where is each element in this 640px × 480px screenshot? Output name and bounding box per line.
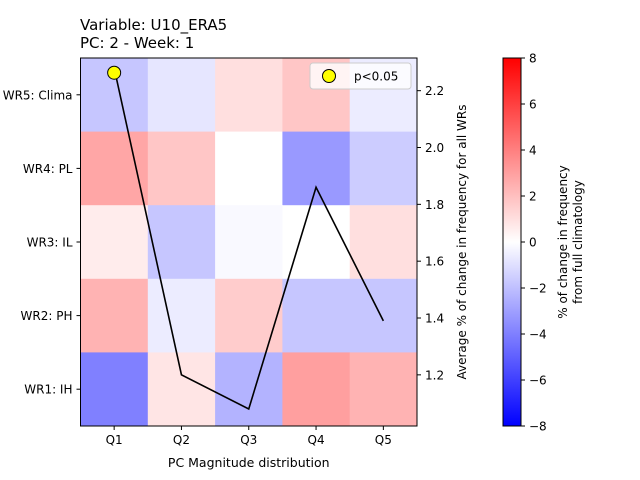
heatmap-cell (282, 205, 351, 280)
heatmap-cell (282, 131, 351, 206)
heatmap-cell (349, 205, 418, 280)
chart-title-line2: PC: 2 - Week: 1 (80, 34, 195, 52)
colorbar-tick-label: −4 (529, 328, 547, 342)
legend: p<0.05 (309, 62, 412, 90)
colorbar-tick-label: −6 (529, 374, 547, 388)
colorbar-tick-label: 8 (529, 52, 537, 66)
y2-tick-label: 1.6 (425, 255, 444, 269)
x-tick-label: Q2 (173, 433, 190, 447)
heatmap-cell (80, 131, 149, 206)
colorbar-tick-label: 6 (529, 98, 537, 112)
colorbar-tick-label: −8 (529, 420, 547, 434)
y2-tick-label: 2.2 (425, 84, 444, 98)
y-tick-label: WR4: PL (23, 162, 73, 176)
heatmap-cell (80, 352, 149, 427)
y2-tick-label: 2.0 (425, 141, 444, 155)
x-axis-label: PC Magnitude distribution (168, 455, 330, 470)
line-layer (113, 67, 385, 411)
heatmap-cell (147, 58, 216, 133)
average-change-line (113, 67, 385, 411)
heatmap-cell (349, 352, 418, 427)
heatmap-cell (215, 58, 283, 133)
axes-layer: Q1 Q2 Q3 Q4 Q5 PC Magnitude distribution WR5: … (3, 57, 469, 470)
heatmap-cell (282, 352, 351, 427)
heatmap-cell (147, 205, 216, 280)
colorbar-label-line1: % of change in frequency (556, 165, 570, 319)
colorbar-tick-label: 4 (529, 144, 537, 158)
colorbar-gradient (502, 57, 522, 427)
y2-axis-label: Average % of change in frequency for all… (455, 104, 469, 379)
heatmap-cell (215, 352, 283, 427)
colorbar-tick-label: 0 (529, 236, 537, 250)
heatmap-cell (147, 352, 216, 427)
x-tick-label: Q4 (308, 433, 325, 447)
significance-marker (107, 65, 122, 80)
heatmap-cell (147, 131, 216, 206)
y-tick-label: WR1: IH (24, 383, 72, 397)
colorbar: −8 −6 −4 −2 0 2 4 6 8 % of change in frequency fro… (502, 52, 585, 434)
legend-box (309, 62, 412, 90)
y-tick-label: WR2: PH (21, 309, 73, 323)
y-tick-label: WR3: IL (27, 236, 73, 250)
heatmap-cell (80, 205, 149, 280)
heatmap-cell (215, 131, 283, 206)
x-tick-label: Q1 (106, 433, 123, 447)
heatmap-cell (349, 131, 418, 206)
heatmap-cell (282, 278, 351, 353)
heatmap-cell (215, 205, 283, 280)
heatmap-cell (147, 278, 216, 353)
chart-title-line1: Variable: U10_ERA5 (80, 16, 228, 34)
heatmap-cell (349, 278, 418, 353)
heatmap-cell (80, 278, 149, 353)
colorbar-tick-label: 2 (529, 190, 537, 204)
x-tick-label: Q5 (375, 433, 392, 447)
colorbar-tick-label: −2 (529, 282, 547, 296)
colorbar-label-line2: from full climatology (571, 180, 585, 304)
legend-marker (322, 69, 336, 83)
y2-tick-label: 1.8 (425, 198, 444, 212)
y-tick-label: WR5: Clima (3, 88, 73, 102)
y2-tick-label: 1.2 (425, 368, 444, 382)
x-tick-label: Q3 (240, 433, 257, 447)
legend-label: p<0.05 (354, 70, 398, 84)
marker-layer (107, 65, 122, 80)
y2-tick-label: 1.4 (425, 312, 444, 326)
heatmap-cell (215, 278, 283, 353)
heatmap (80, 58, 418, 427)
